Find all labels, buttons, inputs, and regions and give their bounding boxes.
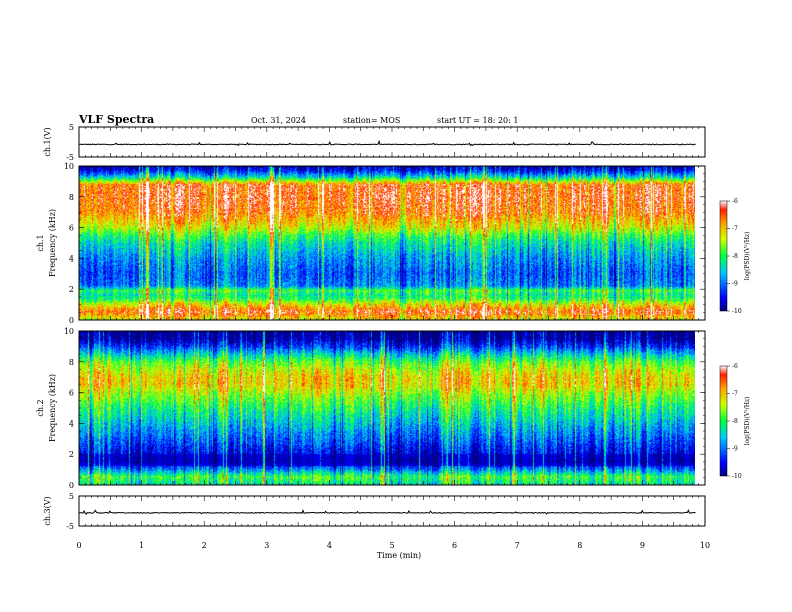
ch1-spectrogram-panel: 0 2 4 6 8 10 ch.1 Frequency (kHz) -6 -7 -8 -9 -10… <box>36 162 751 325</box>
ch2-spectrogram-ytick-label: 4 <box>69 419 74 428</box>
ch1-colorbar-label: log(PSD)(V²/Hz) <box>744 232 751 281</box>
date-label: Oct. 31, 2024 <box>251 116 306 125</box>
ch1-spectrogram-ytick-label: 8 <box>69 193 74 202</box>
x-tick-label: 10 <box>700 541 710 550</box>
ch2-colorbar-tick-label: -9 <box>732 446 738 453</box>
ch1-spectrogram-ytick-label: 2 <box>69 285 74 294</box>
ch2-colorbar-tick-label: -6 <box>732 363 738 370</box>
ch1-colorbar-tick-label: -9 <box>732 281 738 288</box>
ch1-waveform-panel: 5 -5 ch.1(V) <box>43 123 706 162</box>
ch3-ytick-top: 5 <box>69 492 74 501</box>
ch1-spectrogram-ytick-label: 10 <box>64 162 74 171</box>
ch1-spectrogram-channel-label: ch.1 <box>36 234 45 251</box>
x-tick-label: 4 <box>327 541 332 550</box>
x-tick-label: 5 <box>389 541 394 550</box>
x-tick-label: 1 <box>139 541 144 550</box>
ch3-waveform-trace <box>78 508 696 516</box>
x-axis-label: Time (min) <box>377 551 421 560</box>
ch1-colorbar-tick-label: -7 <box>732 226 738 233</box>
ch2-spectrogram-ytick-label: 6 <box>69 389 74 398</box>
ch1-colorbar <box>719 200 728 312</box>
ch1-colorbar-tick-label: -6 <box>732 198 738 205</box>
x-tick-label: 9 <box>640 541 645 550</box>
ch1-spectrogram-ytick-label: 4 <box>69 254 74 263</box>
x-tick-label: 2 <box>202 541 207 550</box>
x-tick-label: 3 <box>264 541 269 550</box>
x-tick-label: 8 <box>577 541 582 550</box>
ch1-ytick-bottom: -5 <box>66 153 74 162</box>
ch1-spectrogram-image <box>79 166 695 320</box>
ch2-colorbar <box>719 365 728 477</box>
figure-title: VLF Spectra <box>78 113 154 126</box>
start-time-label: start UT = 18: 20: 1 <box>437 116 518 125</box>
x-tick-label: 0 <box>76 541 81 550</box>
ch1-spectrogram-ylabel: Frequency (kHz) <box>48 209 57 277</box>
station-label: station= MOS <box>343 116 400 125</box>
ch2-spectrogram-ytick-label: 10 <box>64 327 74 336</box>
ch1-colorbar-tick-label: -8 <box>732 253 738 260</box>
ch2-spectrogram-panel: 0 2 4 6 8 10 ch.2 Frequency (kHz) -6 -7 -8 -9 -10… <box>36 327 751 490</box>
ch1-spectrogram-ytick-label: 0 <box>69 316 74 325</box>
ch3-ylabel: ch.3(V) <box>43 496 52 525</box>
ch1-colorbar-tick-label: -10 <box>732 308 742 315</box>
ch1-spectrogram-ytick-label: 6 <box>69 224 74 233</box>
ch2-spectrogram-image <box>79 331 695 485</box>
x-tick-label: 7 <box>515 541 520 550</box>
ch1-ytick-top: 5 <box>69 123 74 132</box>
ch2-colorbar-tick-label: -8 <box>732 418 738 425</box>
ch2-spectrogram-ytick-label: 8 <box>69 358 74 367</box>
ch2-spectrogram-ytick-label: 2 <box>69 450 74 459</box>
ch1-waveform-trace <box>79 139 696 147</box>
ch2-spectrogram-ylabel: Frequency (kHz) <box>48 374 57 442</box>
ch2-spectrogram-channel-label: ch.2 <box>36 399 45 416</box>
ch2-colorbar-tick-label: -7 <box>732 391 738 398</box>
ch2-colorbar-label: log(PSD)(V²/Hz) <box>744 397 751 446</box>
x-tick-label: 6 <box>452 541 457 550</box>
ch1-ylabel: ch.1(V) <box>43 127 52 156</box>
ch2-spectrogram-ytick-label: 0 <box>69 481 74 490</box>
ch3-ytick-bottom: -5 <box>66 522 74 531</box>
ch3-waveform-panel: 5 -5 ch.3(V) <box>43 492 706 531</box>
ch2-colorbar-tick-label: -10 <box>732 473 742 480</box>
